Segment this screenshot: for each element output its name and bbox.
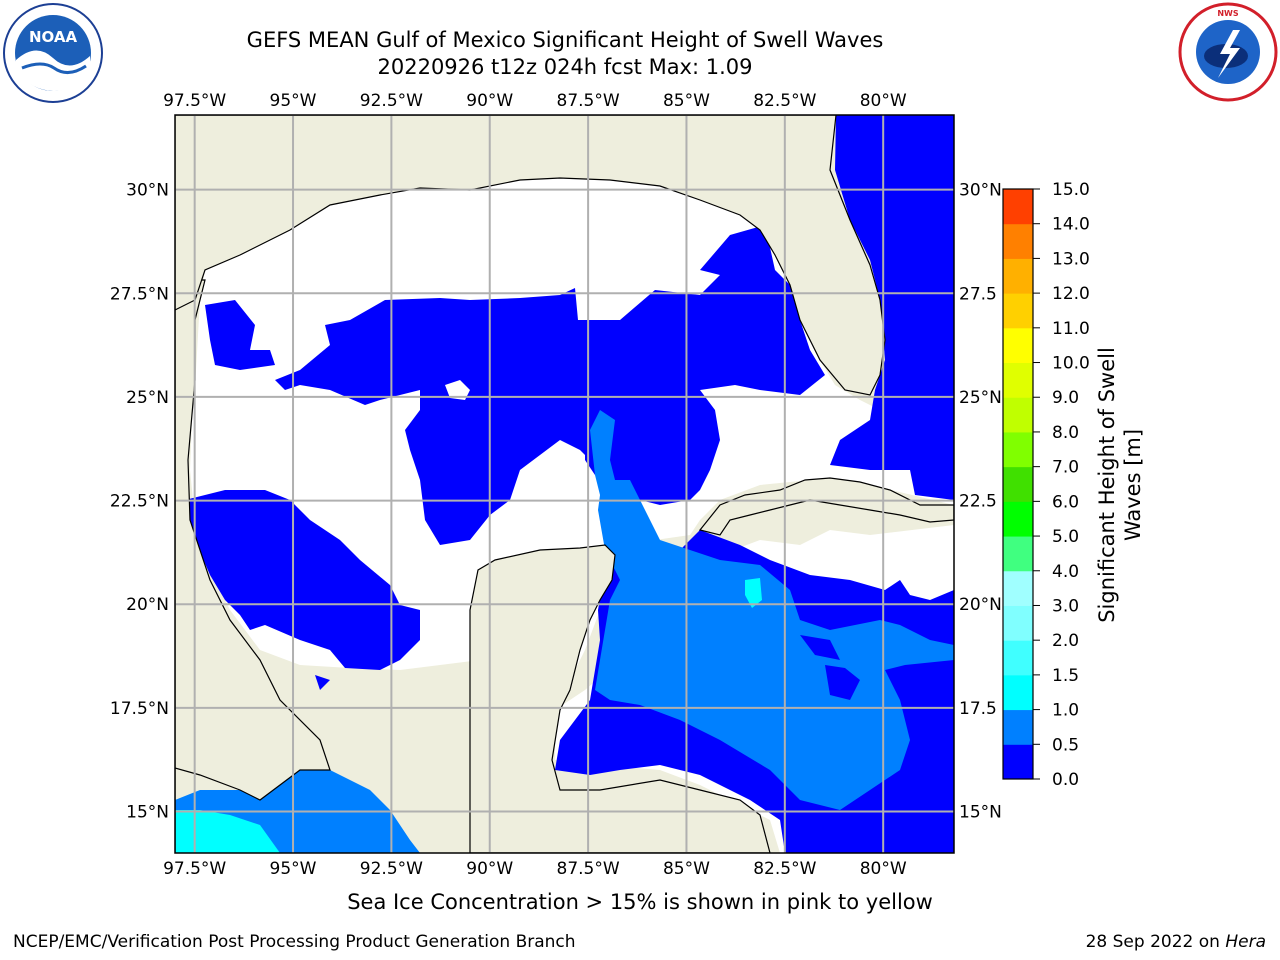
- colorbar-tick-label: 0.0: [1052, 770, 1079, 790]
- colorbar-tick-label: 1.5: [1052, 666, 1079, 686]
- us-gulf-coast: [175, 115, 886, 396]
- colorbar-tick-label: 11.0: [1052, 319, 1090, 339]
- lon-label-bottom: 90°W: [466, 859, 513, 879]
- footer-branch: NCEP/EMC/Verification Post Processing Pr…: [13, 932, 576, 952]
- colorbar-swatch: [1003, 327, 1033, 364]
- colorbar-tick-label: 3.0: [1052, 596, 1079, 616]
- swell-band-1.0-1.5: [175, 578, 762, 853]
- colorbar-swatch: [1003, 397, 1033, 433]
- colorbar-tick-label: 5.0: [1052, 527, 1079, 547]
- lat-label-left: 27.5°N: [110, 284, 169, 304]
- colorbar-swatch: [1003, 709, 1033, 745]
- colorbar-tick-label: 2.0: [1052, 631, 1079, 651]
- colorbar-tick-label: 12.0: [1052, 284, 1090, 304]
- colorbar-swatch: [1003, 258, 1033, 294]
- lon-label-top: 80°W: [860, 91, 907, 111]
- colorbar-tick-label: 15.0: [1052, 180, 1090, 200]
- colorbar-swatch: [1003, 189, 1033, 225]
- yucatan-peninsula: [469, 544, 771, 853]
- nws-logo: NWS: [1178, 2, 1278, 102]
- lat-label-left: 25°N: [126, 388, 169, 408]
- colorbar-swatch: [1003, 536, 1033, 572]
- lat-label-right: 30°N: [959, 181, 1002, 201]
- colorbar-swatch: [1003, 362, 1033, 398]
- cuba-island: [698, 477, 954, 536]
- noaa-logo: NOAA: [3, 3, 103, 103]
- colorbar-tick-label: 4.0: [1052, 562, 1079, 582]
- lat-label-right: 15°N: [959, 803, 1002, 823]
- map-title-line1: GEFS MEAN Gulf of Mexico Significant Hei…: [246, 28, 884, 52]
- colorbar-tick-label: 14.0: [1052, 215, 1090, 235]
- svg-text:NWS: NWS: [1217, 9, 1239, 18]
- lon-label-bottom: 92.5°W: [360, 859, 423, 879]
- colorbar-tick-label: 6.0: [1052, 492, 1079, 512]
- footer-host: Hera: [1225, 932, 1266, 952]
- lon-label-top: 95°W: [270, 91, 317, 111]
- lat-label-left: 20°N: [126, 595, 169, 615]
- colorbar-swatch: [1003, 501, 1033, 537]
- colorbar-swatch: [1003, 223, 1033, 259]
- footer-date-text: 28 Sep 2022 on: [1085, 932, 1226, 952]
- lat-label-right: 25°N: [959, 388, 1002, 408]
- lon-label-top: 85°W: [663, 91, 710, 111]
- colorbar-tick-label: 7.0: [1052, 458, 1079, 478]
- lat-label-left: 30°N: [126, 181, 169, 201]
- colorbar-swatch: [1003, 674, 1033, 711]
- colorbar-swatch: [1003, 744, 1033, 780]
- colorbar-tick-label: 8.0: [1052, 423, 1079, 443]
- atlantic: [830, 115, 954, 500]
- colorbar-label-line1: Significant Height of Swell: [1095, 347, 1119, 623]
- sea-ice-note: Sea Ice Concentration > 15% is shown in …: [347, 890, 933, 914]
- colorbar-swatch: [1003, 431, 1033, 468]
- lon-label-bottom: 87.5°W: [557, 859, 620, 879]
- map-title-line2: 20220926 t12z 024h fcst Max: 1.09: [377, 55, 753, 79]
- colorbar-tick-label: 9.0: [1052, 388, 1079, 408]
- lat-label-right: 20°N: [959, 595, 1002, 615]
- colorbar-swatch: [1003, 570, 1033, 606]
- map-frame: [174, 114, 955, 854]
- lat-label-right: 22.5: [959, 492, 997, 512]
- colorbar-swatch: [1003, 466, 1033, 502]
- colorbar-tick-label: 1.0: [1052, 701, 1079, 721]
- lat-label-left: 22.5°N: [110, 492, 169, 512]
- colorbar-tick-label: 0.5: [1052, 735, 1079, 755]
- lon-label-bottom: 82.5°W: [753, 859, 816, 879]
- colorbar-tick-label: 13.0: [1052, 249, 1090, 269]
- lon-label-bottom: 95°W: [270, 859, 317, 879]
- colorbar-tick-label: 10.0: [1052, 354, 1090, 374]
- lon-label-bottom: 85°W: [663, 859, 710, 879]
- colorbar-swatch: [1003, 293, 1033, 329]
- colorbar-swatch: [1003, 640, 1033, 676]
- lon-label-top: 92.5°W: [360, 91, 423, 111]
- lat-label-left: 15°N: [126, 803, 169, 823]
- lon-label-bottom: 80°W: [860, 859, 907, 879]
- lat-label-right: 27.5: [959, 284, 997, 304]
- colorbar: 0.0 0.5 1.0 1.5 2.0 3.0 4.0 5.0 6.0 7.0 8.0 9.0 10.0…: [1002, 180, 1145, 790]
- noaa-logo-text: NOAA: [29, 28, 78, 46]
- lon-label-top: 90°W: [466, 91, 513, 111]
- lon-label-bottom: 97.5°W: [163, 859, 226, 879]
- lon-label-top: 97.5°W: [163, 91, 226, 111]
- footer-date: 28 Sep 2022 on Hera: [1086, 932, 1266, 952]
- colorbar-swatch: [1003, 605, 1033, 641]
- lon-label-top: 82.5°W: [753, 91, 816, 111]
- colorbar-label-line2: Waves [m]: [1121, 429, 1145, 541]
- lat-label-left: 17.5°N: [110, 699, 169, 719]
- lon-label-top: 87.5°W: [557, 91, 620, 111]
- lat-label-right: 17.5: [959, 699, 997, 719]
